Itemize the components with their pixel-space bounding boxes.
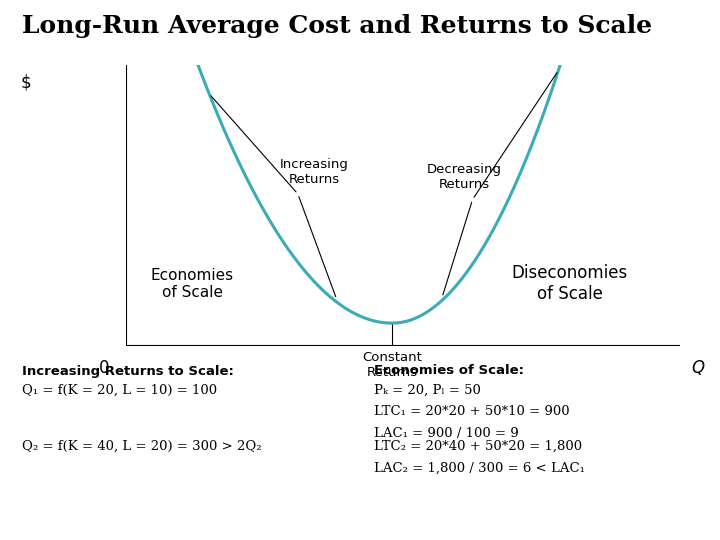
Text: Constant
Returns: Constant Returns bbox=[362, 351, 422, 379]
Text: Economies
of Scale: Economies of Scale bbox=[151, 268, 234, 300]
Text: Q₂ = f(K = 40, L = 20) = 300 > 2Q₂: Q₂ = f(K = 40, L = 20) = 300 > 2Q₂ bbox=[22, 440, 261, 453]
Text: Increasing Returns to Scale:: Increasing Returns to Scale: bbox=[22, 364, 233, 377]
Text: LTC₂ = 20*40 + 50*20 = 1,800: LTC₂ = 20*40 + 50*20 = 1,800 bbox=[374, 440, 582, 453]
Text: Long-Run Average Cost and Returns to Scale: Long-Run Average Cost and Returns to Sca… bbox=[22, 14, 652, 37]
Text: LAC₁ = 900 / 100 = 9: LAC₁ = 900 / 100 = 9 bbox=[374, 427, 519, 440]
Text: Economies of Scale:: Economies of Scale: bbox=[374, 364, 524, 377]
Text: LTC₁ = 20*20 + 50*10 = 900: LTC₁ = 20*20 + 50*10 = 900 bbox=[374, 405, 570, 418]
Text: Diseconomies
of Scale: Diseconomies of Scale bbox=[511, 265, 628, 303]
Text: LAC₂ = 1,800 / 300 = 6 < LAC₁: LAC₂ = 1,800 / 300 = 6 < LAC₁ bbox=[374, 462, 585, 475]
Text: Decreasing
Returns: Decreasing Returns bbox=[427, 163, 502, 191]
Text: Q₁ = f(K = 20, L = 10) = 100: Q₁ = f(K = 20, L = 10) = 100 bbox=[22, 383, 217, 396]
Text: Q: Q bbox=[691, 359, 705, 377]
Text: Increasing
Returns: Increasing Returns bbox=[280, 158, 349, 186]
Text: 0: 0 bbox=[99, 359, 109, 377]
Text: Pₖ = 20, Pₗ = 50: Pₖ = 20, Pₗ = 50 bbox=[374, 383, 481, 396]
Text: $: $ bbox=[21, 73, 32, 91]
